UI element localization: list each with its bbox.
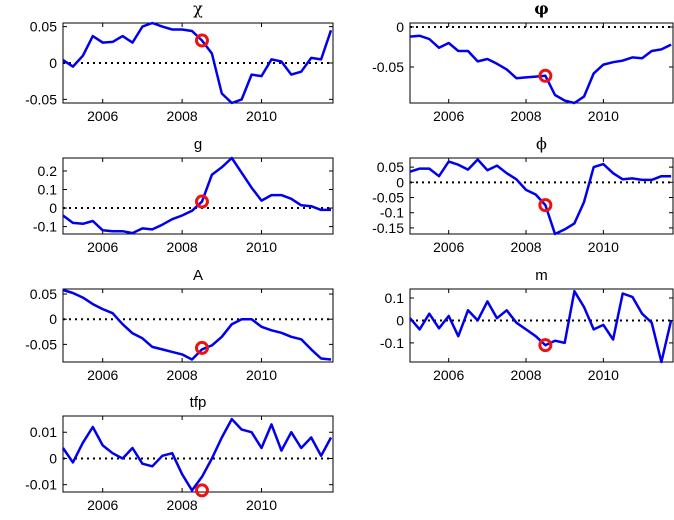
axes-frame: [409, 22, 674, 104]
highlight-marker: [194, 33, 209, 48]
x-tick-label: 2006: [87, 497, 118, 513]
highlight-marker: [538, 198, 553, 213]
subplot-title: tfp: [190, 394, 207, 411]
highlight-marker: [194, 483, 209, 498]
axes-frame: [409, 288, 674, 363]
series-line: [62, 288, 332, 361]
subplot-0: χ 2006 2008 2010 0.05 0 -0.05: [25, 0, 334, 124]
y-tick-label: -0.15: [372, 220, 404, 236]
y-tick-label: -0.05: [372, 190, 404, 206]
y-tick-label: -0.1: [33, 219, 57, 235]
x-tick-label: 2010: [246, 367, 277, 383]
x-tick-label: 2008: [510, 108, 541, 124]
series-line: [61, 417, 333, 492]
subplot-6: tfp 2006 2008 2010 0.01 0 -0.01: [25, 394, 334, 513]
x-tick-label: 2010: [588, 108, 619, 124]
x-tick-label: 2008: [167, 108, 198, 124]
x-tick-label: 2006: [87, 239, 118, 255]
y-tick-label: -0.05: [372, 59, 404, 75]
x-tick-label: 2006: [433, 367, 464, 383]
y-tick-label: -0.1: [380, 205, 404, 221]
x-tick-label: 2008: [167, 239, 198, 255]
x-tick-label: 2006: [87, 367, 118, 383]
y-tick-label: 0.1: [38, 182, 58, 198]
subplot-1: φ 2006 2008 2010 0 -0.05: [372, 0, 674, 124]
x-tick-label: 2008: [167, 367, 198, 383]
x-tick-label: 2010: [246, 497, 277, 513]
highlight-marker: [538, 338, 553, 353]
y-tick-label: 0.05: [377, 159, 404, 175]
series-line: [62, 156, 331, 235]
y-tick-label: 0.05: [30, 286, 57, 302]
x-tick-label: 2010: [246, 108, 277, 124]
axes-frame: [62, 288, 334, 363]
series-line: [409, 34, 672, 105]
y-tick-label: 0: [49, 55, 57, 71]
y-tick-label: 0: [49, 450, 57, 466]
y-tick-label: 0.05: [30, 19, 57, 35]
x-tick-label: 2008: [167, 497, 198, 513]
y-tick-label: -0.1: [380, 335, 404, 351]
axes-frame: [62, 157, 334, 235]
y-tick-label: 0: [49, 200, 57, 216]
subplot-3: ϕ 2006 2008 2010 0.050-0.05-0.1-0.15: [372, 134, 674, 255]
subplot-title: χ: [193, 0, 203, 18]
y-tick-label: -0.05: [25, 336, 57, 352]
x-tick-label: 2006: [87, 108, 118, 124]
y-tick-label: 0.01: [30, 424, 57, 440]
x-tick-label: 2010: [588, 239, 619, 255]
subplot-title: ϕ: [536, 134, 547, 153]
x-tick-label: 2010: [588, 367, 619, 383]
x-tick-label: 2010: [246, 239, 277, 255]
y-tick-label: 0: [396, 312, 404, 328]
subplot-5: m 2006 2008 2010 0.1 0 -0.1: [380, 267, 674, 383]
x-tick-label: 2008: [510, 367, 541, 383]
y-tick-label: -0.01: [25, 477, 57, 493]
subplot-title: m: [535, 267, 548, 284]
x-tick-label: 2006: [433, 108, 464, 124]
subplot-title: φ: [534, 0, 548, 18]
highlight-marker: [194, 194, 209, 209]
y-tick-label: -0.05: [25, 91, 57, 107]
y-tick-label: 0: [396, 174, 404, 190]
highlight-marker: [538, 68, 553, 83]
y-tick-label: 0: [49, 311, 57, 327]
y-tick-label: 0.2: [38, 163, 58, 179]
series-line: [409, 158, 672, 236]
highlight-marker: [194, 340, 209, 355]
subplot-title: A: [193, 267, 203, 284]
x-tick-label: 2008: [510, 239, 541, 255]
subplot-title: g: [194, 136, 202, 153]
x-tick-label: 2006: [433, 239, 464, 255]
series-line: [409, 289, 673, 364]
axes-frame: [409, 157, 674, 235]
y-tick-label: 0.1: [385, 290, 405, 306]
subplot-4: A 2006 2008 2010 0.05 0 -0.05: [25, 267, 334, 383]
y-tick-label: 0: [396, 19, 404, 35]
subplot-2: g 2006 2008 2010 0.2 0.1 0 -0.1: [33, 136, 334, 255]
